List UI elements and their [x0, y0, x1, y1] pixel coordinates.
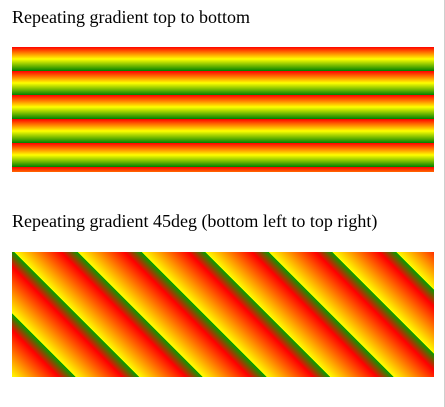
- section-heading-vertical-gradient: Repeating gradient top to bottom: [12, 7, 250, 27]
- diagonal-repeating-gradient-swatch: [12, 252, 434, 377]
- section-heading-diagonal-gradient: Repeating gradient 45deg (bottom left to…: [12, 211, 378, 231]
- vertical-repeating-gradient-swatch: [12, 47, 434, 172]
